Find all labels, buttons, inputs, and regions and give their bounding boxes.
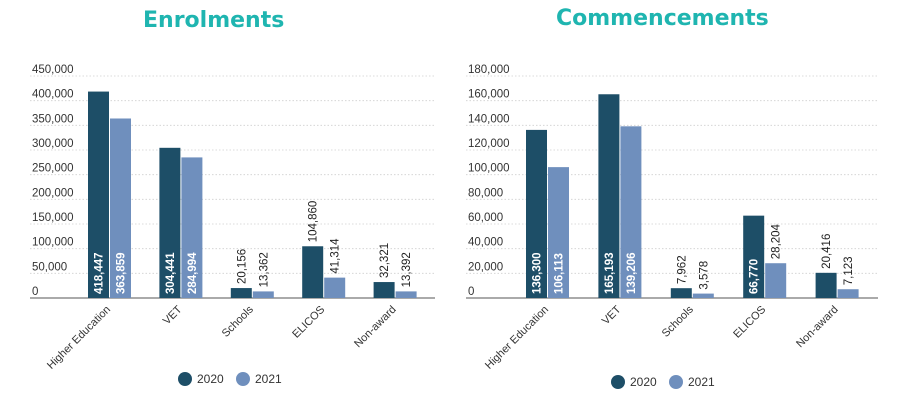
data-label: 363,859 [116, 252, 128, 294]
data-label: 3,578 [698, 261, 710, 290]
data-label: 139,206 [626, 252, 638, 294]
data-label: 13,362 [258, 252, 270, 287]
bar-2020 [159, 147, 181, 298]
bar-2021 [252, 291, 274, 298]
data-label: 7,123 [843, 256, 855, 285]
category-label: Non-award [794, 304, 841, 351]
y-tick-label: 50,000 [32, 261, 67, 273]
bar-2020 [88, 91, 109, 298]
bar-2021 [110, 118, 131, 299]
category-label: Non-award [352, 304, 399, 351]
bar-2021 [837, 289, 859, 298]
bar-2020 [526, 129, 547, 298]
legend-label: 2021 [688, 375, 715, 389]
category-label: VET [600, 303, 624, 327]
data-label: 20,156 [236, 249, 248, 284]
data-label: 106,113 [554, 253, 566, 294]
category-label: Schools [660, 303, 697, 340]
legend-marker-2021 [236, 372, 250, 386]
y-tick-label: 160,000 [468, 89, 510, 101]
category-label: ELICOS [290, 304, 327, 341]
bar-2021 [692, 293, 714, 298]
y-tick-label: 0 [468, 286, 474, 298]
y-tick-label: 180,000 [468, 64, 510, 76]
y-tick-label: 450,000 [32, 64, 74, 76]
bar-2021 [395, 291, 417, 298]
y-tick-label: 60,000 [468, 212, 503, 224]
bar-2021 [620, 126, 642, 299]
data-label: 28,204 [771, 223, 783, 259]
bar-2021 [548, 167, 569, 298]
chart-1: 0 20,000 40,000 60,000 80,000 100,000 120,000 1… [466, 64, 878, 389]
legend-marker-2020 [178, 372, 192, 386]
data-label: 32,321 [379, 243, 391, 278]
enrolments-title: Enrolments [143, 8, 285, 33]
bar-2020 [302, 246, 324, 298]
data-label: 104,860 [308, 201, 320, 243]
y-tick-label: 100,000 [32, 237, 74, 249]
data-label: 41,314 [330, 238, 342, 274]
y-tick-label: 40,000 [468, 237, 503, 249]
y-tick-label: 400,000 [32, 89, 74, 101]
y-tick-label: 300,000 [32, 138, 74, 150]
bar-2020 [230, 288, 252, 298]
legend-marker-2021 [669, 375, 683, 389]
data-label: 284,994 [187, 252, 199, 294]
y-tick-label: 120,000 [468, 138, 510, 150]
legend-label: 2020 [630, 375, 657, 389]
bar-2020 [815, 272, 837, 298]
chart-0: 0 50,000 100,000 150,000 200,000 250,000 300,0… [30, 64, 435, 386]
data-label: 165,193 [604, 252, 616, 294]
bar-2020 [598, 94, 620, 298]
category-label: ELICOS [731, 304, 768, 341]
legend-label: 2021 [255, 372, 282, 386]
y-tick-label: 80,000 [468, 187, 503, 199]
data-label: 13,392 [401, 252, 413, 287]
data-label: 20,416 [821, 234, 833, 269]
commencements-title: Commencements [556, 6, 769, 31]
y-tick-label: 200,000 [32, 187, 74, 199]
legend-marker-2020 [611, 375, 625, 389]
bar-2020 [743, 215, 765, 298]
data-label: 418,447 [94, 252, 106, 294]
category-label: Higher Education [45, 304, 113, 372]
bar-2020 [373, 282, 395, 298]
y-tick-label: 150,000 [32, 212, 74, 224]
y-tick-label: 20,000 [468, 261, 503, 273]
category-label: Schools [220, 303, 257, 340]
data-label: 7,962 [676, 255, 688, 284]
bar-2021 [765, 263, 787, 298]
y-tick-label: 100,000 [468, 163, 510, 175]
y-tick-label: 140,000 [468, 113, 510, 125]
bar-2021 [181, 157, 203, 298]
legend-label: 2020 [197, 372, 224, 386]
data-label: 304,441 [165, 252, 177, 294]
category-label: VET [161, 303, 185, 327]
category-label: Higher Education [483, 304, 551, 372]
bar-2021 [324, 277, 346, 298]
data-label: 66,770 [749, 259, 761, 294]
y-tick-label: 250,000 [32, 163, 74, 175]
y-tick-label: 0 [32, 286, 38, 298]
y-tick-label: 350,000 [32, 113, 74, 125]
data-label: 136,300 [532, 252, 544, 294]
bar-2020 [670, 288, 692, 298]
